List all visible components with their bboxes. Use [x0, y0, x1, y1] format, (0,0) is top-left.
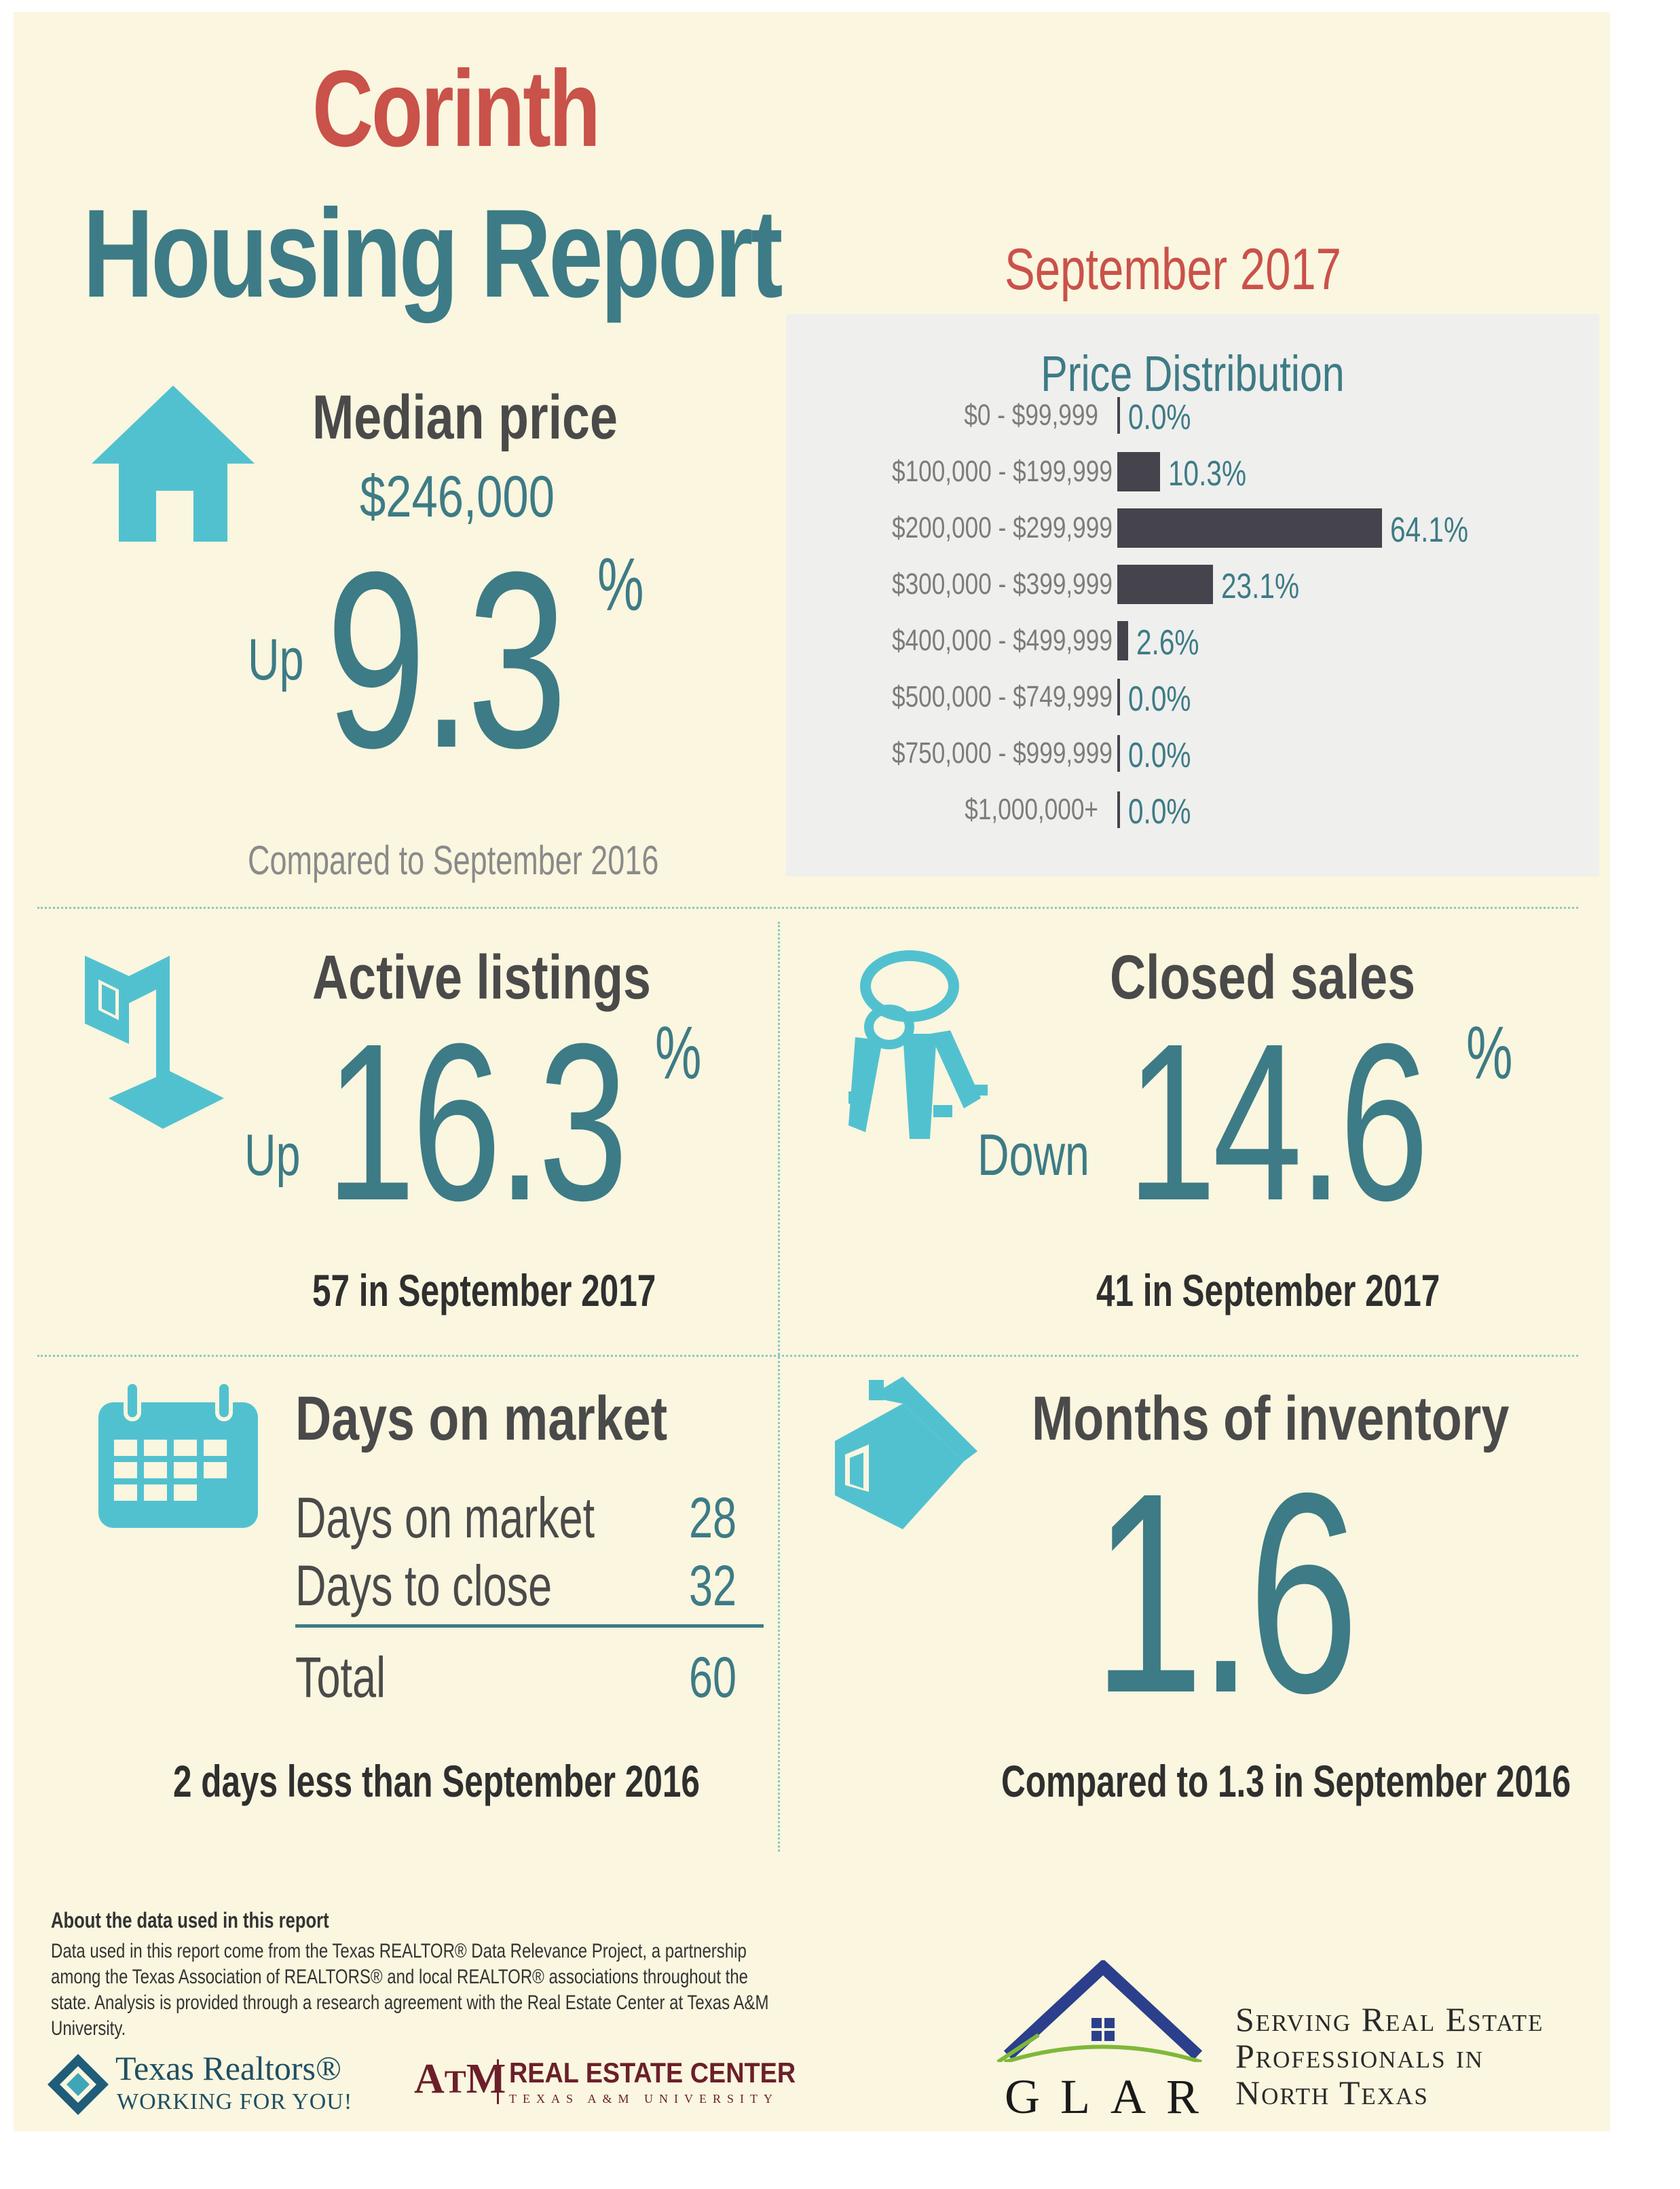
price-distribution-bar — [1117, 621, 1128, 660]
glar-tagline: Serving Real Estate Professionals in Nor… — [1235, 2001, 1588, 2111]
for-sale-sign-icon — [81, 942, 238, 1132]
dom-row-2-label: Days to close — [295, 1554, 553, 1617]
price-distribution-bar — [1117, 508, 1382, 548]
price-distribution-bar — [1117, 565, 1213, 604]
closed-sales-heading: Closed sales — [1110, 943, 1416, 1012]
atm-icon: ATM — [414, 2056, 506, 2102]
report-title: Housing Report — [83, 184, 783, 324]
price-distribution-value: 0.0% — [1128, 398, 1191, 437]
months-inventory-note: Compared to 1.3 in September 2016 — [1001, 1756, 1571, 1806]
dom-total-rule — [295, 1624, 764, 1628]
price-distribution-value: 10.3% — [1168, 454, 1246, 493]
dom-note: 2 days less than September 2016 — [173, 1756, 700, 1806]
price-distribution-value: 0.0% — [1128, 736, 1191, 775]
price-distribution-bar — [1117, 397, 1120, 434]
median-compared: Compared to September 2016 — [248, 838, 659, 883]
dom-row-1-label: Days on market — [295, 1486, 595, 1550]
price-distribution-title: Price Distribution — [1041, 345, 1345, 402]
about-title: About the data used in this report — [51, 1908, 329, 1932]
city-title: Corinth — [312, 48, 601, 169]
months-inventory-value: 1.6 — [1093, 1434, 1359, 1753]
price-distribution-bar — [1117, 791, 1120, 828]
price-range-label: $400,000 - $499,999 — [892, 624, 1113, 657]
price-distribution-value: 23.1% — [1220, 567, 1299, 606]
glar-tagline-line-2: Professionals in — [1235, 2037, 1484, 2075]
dom-total-value: 60 — [689, 1645, 737, 1709]
median-price-heading: Median price — [312, 383, 618, 452]
texas-realtors-name: Texas Realtors® — [115, 2049, 342, 2087]
dom-row-2-value: 32 — [689, 1554, 737, 1617]
closed-sales-percent-sign: % — [1466, 1011, 1513, 1095]
active-listings-note: 57 in September 2017 — [312, 1265, 656, 1315]
house-inventory-icon — [821, 1377, 984, 1533]
price-range-label: $100,000 - $199,999 — [892, 455, 1113, 488]
divider-vertical — [778, 922, 780, 1852]
median-price-value: $246,000 — [360, 464, 555, 529]
price-distribution-value: 0.0% — [1128, 679, 1191, 719]
glar-logo: GLAR — [991, 1960, 1215, 2124]
glar-roof-icon — [996, 1960, 1203, 2062]
about-text: Data used in this report come from the T… — [51, 1940, 769, 2040]
active-listings-direction: Up — [244, 1123, 301, 1188]
texas-realtors-tagline: WORKING FOR YOU! — [117, 2089, 353, 2114]
calendar-icon — [95, 1380, 261, 1531]
active-listings-heading: Active listings — [312, 943, 651, 1012]
median-percent-sign: % — [597, 543, 644, 626]
dom-row-1-value: 28 — [689, 1486, 737, 1550]
glar-tagline-line-1: Serving Real Estate — [1235, 2000, 1544, 2038]
keys-icon — [835, 949, 991, 1146]
median-change: 9.3 — [326, 520, 567, 800]
closed-sales-note: 41 in September 2017 — [1096, 1265, 1440, 1315]
closed-sales-direction: Down — [977, 1123, 1089, 1188]
median-direction: Up — [248, 627, 304, 692]
active-listings-change: 16.3 — [326, 996, 628, 1247]
price-range-label: $500,000 - $749,999 — [892, 680, 1113, 713]
rec-name: REAL ESTATE CENTER — [509, 2057, 796, 2089]
closed-sales-change: 14.6 — [1127, 996, 1429, 1247]
price-distribution-bar — [1117, 679, 1120, 715]
price-range-label: $0 - $99,999 — [964, 398, 1098, 432]
report-period: September 2017 — [1005, 237, 1341, 302]
glar-letters: GLAR — [1005, 2070, 1219, 2124]
divider-1 — [37, 907, 1578, 909]
report-page: Corinth Housing Report September 2017 Me… — [14, 12, 1610, 2131]
texas-realtors-diamond-icon — [48, 2054, 109, 2115]
rec-divider — [497, 2059, 499, 2104]
glar-tagline-line-3: North Texas — [1235, 2074, 1429, 2112]
rec-sub: TEXAS A&M UNIVERSITY — [509, 2092, 779, 2106]
price-range-label: $300,000 - $399,999 — [892, 567, 1113, 601]
texas-realtors-logo: Texas Realtors® WORKING FOR YOU! — [48, 2048, 400, 2116]
price-distribution-value: 2.6% — [1136, 623, 1199, 662]
active-listings-percent-sign: % — [655, 1011, 702, 1095]
price-distribution-bar — [1117, 452, 1160, 491]
divider-2 — [37, 1355, 1578, 1357]
price-range-label: $750,000 - $999,999 — [892, 736, 1113, 770]
price-distribution-value: 64.1% — [1390, 510, 1469, 550]
months-inventory-heading: Months of inventory — [1032, 1384, 1510, 1453]
dom-total-label: Total — [295, 1645, 386, 1709]
house-icon — [88, 382, 258, 545]
price-range-label: $1,000,000+ — [965, 793, 1098, 826]
real-estate-center-logo: ATM REAL ESTATE CENTER TEXAS A&M UNIVERS… — [414, 2055, 796, 2110]
price-distribution-panel: Price Distribution $0 - $99,999 0.0% $100,… — [786, 314, 1599, 876]
days-on-market-heading: Days on market — [295, 1384, 668, 1453]
price-distribution-value: 0.0% — [1128, 792, 1191, 831]
price-distribution-bar — [1117, 735, 1120, 772]
price-range-label: $200,000 - $299,999 — [892, 511, 1113, 544]
